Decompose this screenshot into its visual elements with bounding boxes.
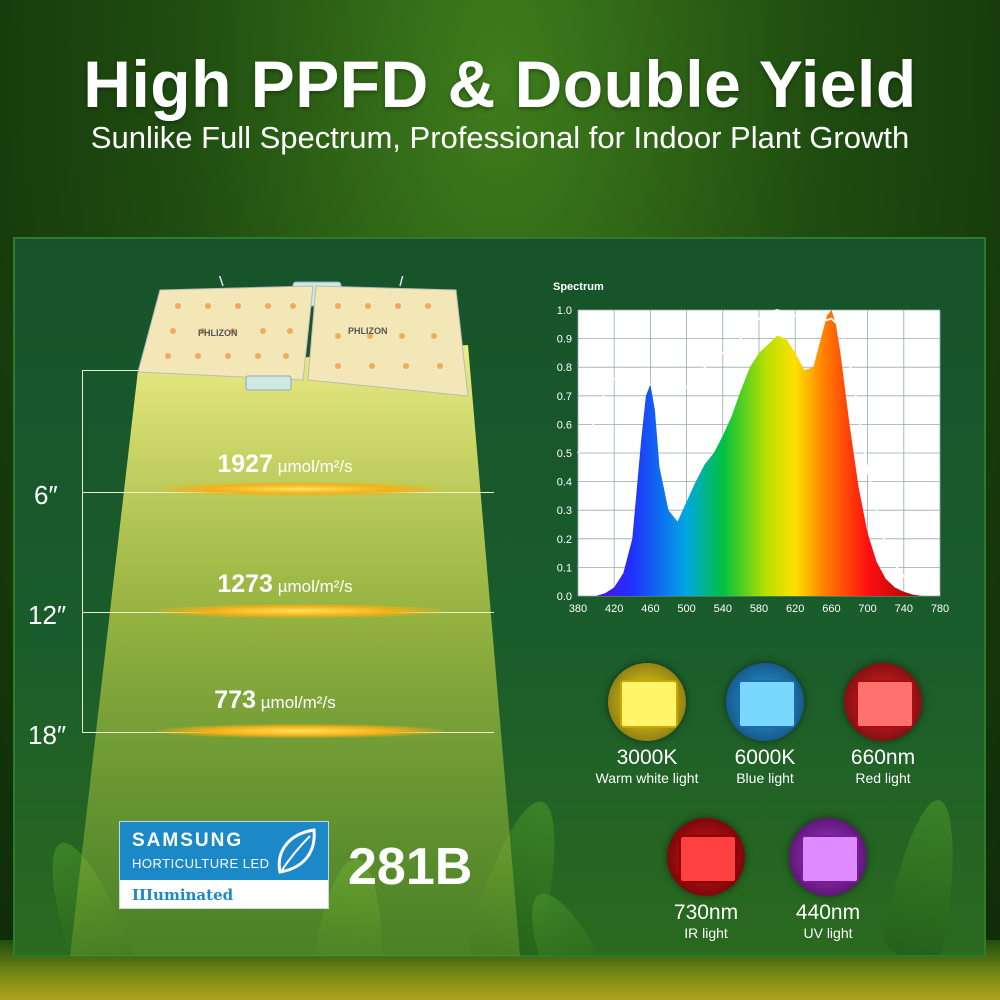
spectrum-chart: Spectrum 0.0 0.1 0.2 0.3 0.4 0.5 0.6 0.7 0.8 0.9 1… (553, 281, 949, 615)
height-ruler-top (82, 370, 138, 371)
light-type-730nm: 730nm IR light (646, 818, 766, 941)
headline: High PPFD & Double Yield (83, 47, 917, 121)
y-tick-label: 0.0 (557, 591, 572, 603)
led-chip-icon (844, 663, 922, 741)
x-tick-label: 380 (569, 603, 587, 615)
light-label: 3000K (616, 746, 678, 769)
led-chip-icon (667, 818, 745, 896)
y-tick-label: 0.4 (557, 477, 572, 489)
x-tick-label: 700 (858, 603, 876, 615)
badge-illuminated: IIIuminated (132, 886, 234, 904)
ppfd-reading-6: 1927 µmol/m²/s (0, 450, 570, 479)
light-label: 730nm (673, 901, 739, 924)
samsung-led-badge: SAMSUNG HORTICULTURE LED IIIuminated (119, 821, 329, 909)
ppfd-reading-18: 773 µmol/m²/s (0, 686, 560, 715)
distance-12: 12″ (28, 600, 67, 630)
ppfd-unit: µmol/m²/s (277, 457, 353, 476)
x-tick-label: 780 (931, 603, 949, 615)
y-tick-label: 0.9 (557, 334, 572, 346)
light-glow (155, 724, 445, 738)
y-tick-label: 1.0 (557, 305, 572, 317)
x-tick-label: 540 (714, 603, 732, 615)
spectrum-area-series (578, 310, 940, 596)
grow-light-fixture: PHLIZON PHLIZON (138, 276, 468, 397)
y-tick-label: 0.3 (557, 505, 572, 517)
lamp-brand-right: PHLIZON (348, 326, 388, 336)
x-tick-label: 620 (786, 603, 804, 615)
light-glow (155, 482, 445, 496)
lamp-brand-left: PHLIZON (198, 328, 238, 338)
model-number: 281B (348, 838, 473, 896)
distance-6: 6″ (34, 480, 58, 510)
led-chip-icon (789, 818, 867, 896)
badge-brand: SAMSUNG (132, 830, 244, 851)
led-chip-icon (608, 663, 686, 741)
leaf-icon (277, 828, 316, 874)
light-label: 440nm (795, 901, 861, 924)
ppfd-value: 1273 (217, 570, 273, 598)
x-tick-label: 420 (605, 603, 623, 615)
x-tick-label: 660 (822, 603, 840, 615)
y-tick-label: 0.2 (557, 534, 572, 546)
light-glow (155, 604, 445, 618)
light-sub: Warm white light (595, 770, 699, 786)
light-sub: IR light (684, 925, 728, 941)
x-tick-label: 460 (641, 603, 659, 615)
sunlight-reference-series (577, 309, 940, 594)
ppfd-value: 1927 (217, 450, 273, 478)
light-type-440nm: 440nm UV light (768, 818, 888, 941)
light-sub: Blue light (736, 770, 794, 786)
y-tick-label: 0.8 (557, 362, 572, 374)
distance-18: 18″ (28, 720, 67, 750)
light-sub: Red light (855, 770, 911, 786)
y-tick-label: 0.5 (557, 448, 572, 460)
subtitle: Sunlike Full Spectrum, Professional for … (90, 120, 910, 155)
height-ruler-vertical (82, 370, 83, 732)
badge-line2: HORTICULTURE LED (132, 856, 270, 871)
ppfd-reading-12: 1273 µmol/m²/s (0, 570, 570, 599)
light-label: 6000K (734, 746, 796, 769)
chart-title: Spectrum (553, 281, 604, 293)
leaf-decoration (881, 795, 969, 955)
y-tick-label: 0.1 (557, 562, 572, 574)
ppfd-unit: µmol/m²/s (260, 693, 336, 712)
led-chip-icon (726, 663, 804, 741)
light-type-6000k: 6000K Blue light (705, 663, 825, 786)
light-sub: UV light (803, 925, 853, 941)
light-label: 660nm (850, 746, 916, 769)
y-tick-label: 0.6 (557, 419, 572, 431)
light-type-660nm: 660nm Red light (823, 663, 943, 786)
light-type-3000k: 3000K Warm white light (587, 663, 707, 786)
x-tick-label: 740 (895, 603, 913, 615)
x-tick-label: 580 (750, 603, 768, 615)
ppfd-value: 773 (214, 686, 256, 714)
y-tick-label: 0.7 (557, 391, 572, 403)
x-tick-label: 500 (677, 603, 695, 615)
ppfd-unit: µmol/m²/s (277, 577, 353, 596)
